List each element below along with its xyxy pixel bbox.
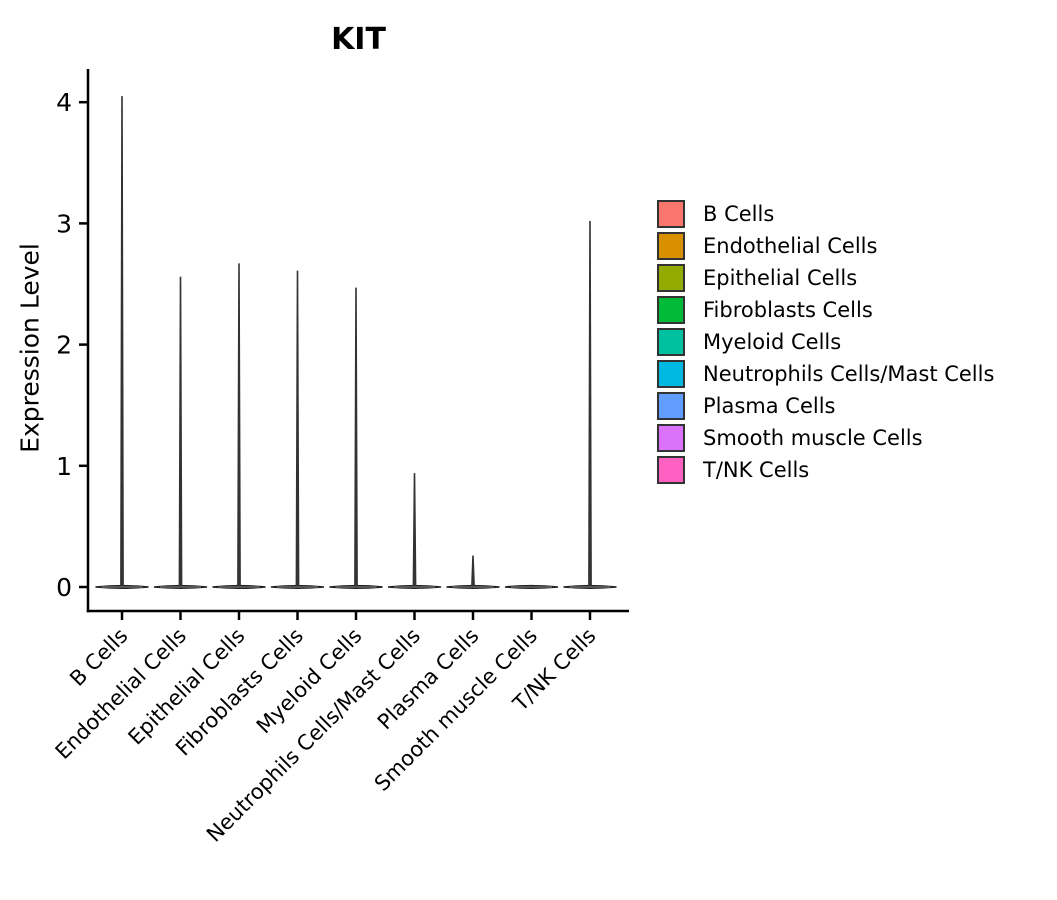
violin bbox=[563, 220, 617, 589]
chart-title: KIT bbox=[331, 22, 386, 57]
legend-label: Fibroblasts Cells bbox=[703, 298, 873, 322]
y-tick-label: 1 bbox=[56, 452, 72, 481]
legend-item: Plasma Cells bbox=[657, 392, 994, 420]
violin bbox=[504, 584, 559, 589]
violin-spike bbox=[120, 96, 124, 586]
y-tick-label: 2 bbox=[56, 331, 72, 360]
legend-label: B Cells bbox=[703, 202, 775, 226]
legend-item: Endothelial Cells bbox=[657, 232, 994, 260]
violin-spike bbox=[295, 270, 300, 586]
legend-label: Smooth muscle Cells bbox=[703, 426, 923, 450]
legend-swatch bbox=[657, 296, 685, 324]
legend-swatch bbox=[657, 232, 685, 260]
y-tick-label: 4 bbox=[56, 88, 72, 117]
legend: B Cells Endothelial Cells Epithelial Cells… bbox=[657, 200, 994, 488]
violin bbox=[212, 263, 266, 589]
legend-swatch bbox=[657, 200, 685, 228]
legend-swatch bbox=[657, 328, 685, 356]
violin bbox=[153, 276, 208, 589]
violin bbox=[270, 270, 325, 589]
legend-swatch bbox=[657, 264, 685, 292]
legend-swatch bbox=[657, 424, 685, 452]
violin bbox=[387, 473, 442, 589]
legend-label: Epithelial Cells bbox=[703, 266, 858, 290]
legend-swatch bbox=[657, 392, 685, 420]
violin bbox=[95, 96, 149, 589]
legend-item: Fibroblasts Cells bbox=[657, 296, 994, 324]
legend-item: Epithelial Cells bbox=[657, 264, 994, 292]
violin-spike bbox=[471, 555, 475, 586]
violin-spike bbox=[412, 473, 417, 586]
violin-spike bbox=[237, 263, 241, 586]
violin-spike bbox=[588, 220, 592, 586]
legend-item: Myeloid Cells bbox=[657, 328, 994, 356]
violin-spike bbox=[178, 276, 183, 586]
y-tick-label: 0 bbox=[56, 573, 72, 602]
legend-item: Neutrophils Cells/Mast Cells bbox=[657, 360, 994, 388]
legend-swatch bbox=[657, 360, 685, 388]
violin bbox=[329, 287, 383, 589]
legend-swatch bbox=[657, 456, 685, 484]
legend-label: T/NK Cells bbox=[703, 458, 810, 482]
legend-item: B Cells bbox=[657, 200, 994, 228]
legend-item: T/NK Cells bbox=[657, 456, 994, 484]
legend-label: Neutrophils Cells/Mast Cells bbox=[703, 362, 995, 386]
y-tick-label: 3 bbox=[56, 209, 72, 238]
legend-label: Plasma Cells bbox=[703, 394, 836, 418]
legend-label: Myeloid Cells bbox=[703, 330, 842, 354]
legend-item: Smooth muscle Cells bbox=[657, 424, 994, 452]
x-tick-label: Plasma Cells bbox=[373, 624, 484, 735]
violin bbox=[446, 555, 500, 589]
legend-label: Endothelial Cells bbox=[703, 234, 878, 258]
violin-spike bbox=[354, 287, 358, 586]
x-tick-label: Neutrophils Cells/Mast Cells bbox=[202, 624, 425, 847]
